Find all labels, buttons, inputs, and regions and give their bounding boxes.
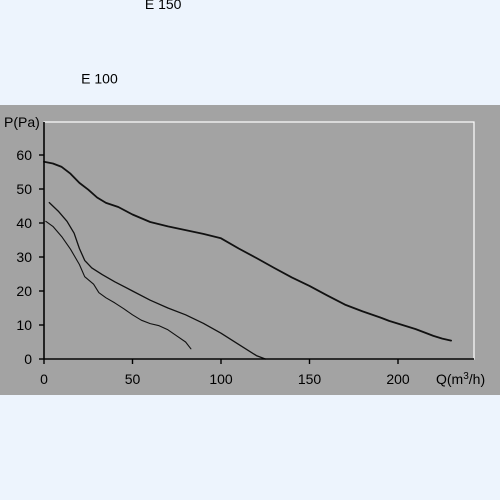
series-line-e-125 xyxy=(48,201,266,360)
x-axis-title-end: /h) xyxy=(469,371,485,387)
y-tick-label: 30 xyxy=(16,249,32,265)
chart-panel-background xyxy=(0,105,500,395)
x-tick-label: 150 xyxy=(298,371,322,387)
x-tick-label: 200 xyxy=(386,371,410,387)
x-tick-label: 50 xyxy=(125,371,141,387)
series-line-e-150 xyxy=(43,160,452,342)
y-axis-title: P(Pa) xyxy=(4,114,40,130)
y-tick-label: 60 xyxy=(16,147,32,163)
series-label-e-150: E 150 xyxy=(145,0,182,12)
y-tick-label: 10 xyxy=(16,317,32,333)
series-label-e-100: E 100 xyxy=(81,71,118,87)
y-tick-label: 50 xyxy=(16,181,32,197)
x-axis-title: Q(m3/h) xyxy=(436,371,485,387)
x-tick-label: 100 xyxy=(209,371,233,387)
x-axis-title-main: Q(m xyxy=(436,371,463,387)
x-tick-label: 0 xyxy=(40,371,48,387)
x-axis-title-superscript: 3 xyxy=(463,371,469,382)
y-tick-label: 20 xyxy=(16,283,32,299)
y-tick-label: 0 xyxy=(24,351,32,367)
y-tick-label: 40 xyxy=(16,215,32,231)
series-line-e-100 xyxy=(45,220,192,350)
